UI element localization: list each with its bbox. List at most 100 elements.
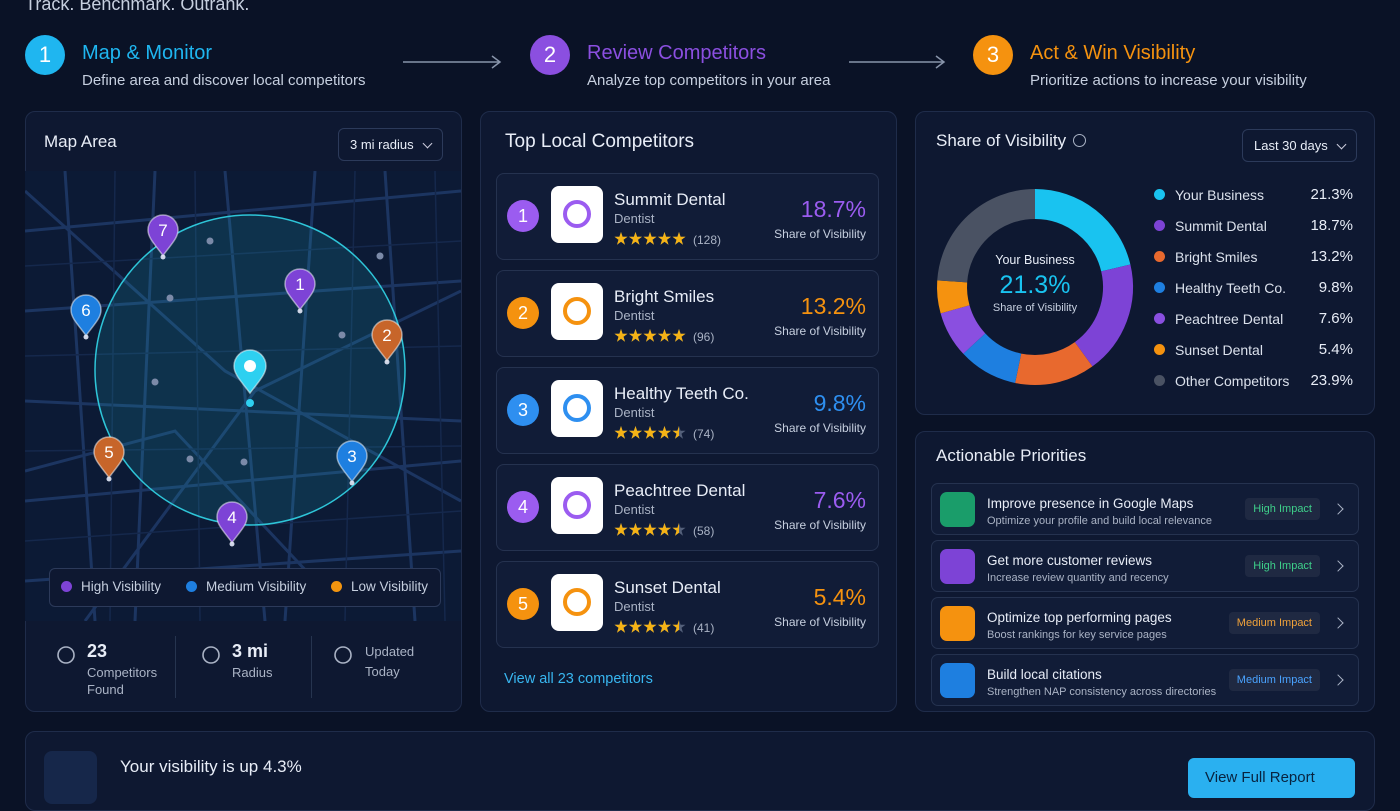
star-full bbox=[658, 329, 671, 342]
donut-segment bbox=[1034, 189, 1131, 272]
star bbox=[643, 523, 657, 536]
name: Peachtree Dental bbox=[614, 481, 746, 500]
legend-name: Healthy Teeth Co. bbox=[1175, 280, 1287, 296]
star bbox=[658, 329, 671, 342]
star bbox=[643, 232, 657, 245]
priority-row[interactable]: Get more customer reviews Increase review… bbox=[931, 540, 1359, 592]
priority-row[interactable]: Build local citations Strengthen NAP cons… bbox=[931, 654, 1359, 706]
stat-icon bbox=[334, 646, 352, 664]
panel-title: Top Local Competitors bbox=[505, 131, 695, 152]
star bbox=[643, 329, 657, 342]
star-full bbox=[614, 426, 628, 439]
donut-segment bbox=[1074, 264, 1133, 367]
street bbox=[25, 399, 461, 423]
pin-label: 4 bbox=[227, 508, 236, 527]
star-full bbox=[658, 426, 671, 439]
competitor-card: 3 Healthy Teeth Co. Dentist (74) 9.8% Share o… bbox=[496, 367, 879, 454]
map-pin bbox=[70, 294, 102, 337]
star-full bbox=[629, 426, 642, 439]
reviews: (58) bbox=[693, 524, 715, 538]
rank: 2 bbox=[507, 297, 539, 329]
pin-dot bbox=[384, 359, 390, 365]
logo bbox=[551, 186, 603, 243]
share-label: Share of Visibility bbox=[774, 324, 866, 338]
star-full bbox=[643, 329, 657, 342]
logo bbox=[551, 477, 603, 534]
legend-dot bbox=[1154, 344, 1165, 355]
share-label: Share of Visibility bbox=[774, 615, 866, 629]
logo-mark bbox=[563, 200, 591, 228]
center-name: Your Business bbox=[995, 253, 1074, 267]
priority-subtitle: Strengthen NAP consistency across direct… bbox=[987, 686, 1217, 698]
legend-dot bbox=[1154, 375, 1165, 386]
star-full bbox=[614, 232, 628, 245]
legend-dot bbox=[1154, 313, 1165, 324]
star-full bbox=[629, 523, 642, 536]
star bbox=[672, 329, 686, 342]
legend-dot bbox=[186, 581, 197, 592]
map-pin bbox=[93, 436, 125, 479]
street bbox=[434, 171, 446, 621]
pin-dot bbox=[349, 480, 355, 486]
map-pin bbox=[147, 214, 179, 257]
street bbox=[25, 189, 461, 503]
star-full bbox=[658, 232, 671, 245]
logo-art bbox=[563, 200, 591, 228]
step-number: 3 bbox=[973, 35, 1013, 75]
map-dot bbox=[186, 455, 194, 463]
legend-name: Your Business bbox=[1175, 187, 1264, 203]
map: 7 1 6 2 5 3 4 bbox=[25, 171, 461, 621]
icon bbox=[57, 646, 75, 664]
priority-title: Improve presence in Google Maps bbox=[987, 496, 1194, 511]
stat-value: Updated bbox=[365, 644, 415, 659]
stars bbox=[614, 523, 686, 536]
star bbox=[643, 620, 657, 633]
star bbox=[672, 620, 686, 633]
pin-label: 3 bbox=[347, 447, 356, 466]
chevron bbox=[1332, 674, 1344, 686]
step-number: 1 bbox=[25, 35, 65, 75]
map-dot bbox=[376, 252, 384, 260]
star bbox=[643, 426, 657, 439]
priority-subtitle: Boost rankings for key service pages bbox=[987, 629, 1167, 641]
star bbox=[614, 620, 628, 633]
panel-title: Map Area bbox=[44, 132, 117, 151]
impact-badge: High Impact bbox=[1245, 555, 1320, 577]
report-button[interactable]: View Full Report bbox=[1188, 758, 1355, 798]
street bbox=[25, 429, 327, 593]
legend-value: 5.4% bbox=[1318, 341, 1353, 358]
star-full bbox=[614, 329, 628, 342]
logo-art bbox=[563, 394, 591, 422]
star-full bbox=[672, 426, 679, 439]
legend-dot bbox=[61, 581, 72, 592]
stat-value: 23 bbox=[87, 641, 108, 661]
step-title: Map & Monitor bbox=[82, 42, 213, 64]
legend-label: High Visibility bbox=[81, 579, 162, 594]
legend-dot bbox=[1154, 220, 1165, 231]
priority-row[interactable]: Optimize top performing pages Boost ranki… bbox=[931, 597, 1359, 649]
share: 7.6% bbox=[813, 487, 866, 513]
divider bbox=[175, 636, 176, 698]
priority-title: Get more customer reviews bbox=[987, 553, 1153, 568]
legend-dot bbox=[1154, 282, 1165, 293]
chevron bbox=[1332, 617, 1344, 629]
banner-icon bbox=[44, 751, 97, 804]
priority-title: Build local citations bbox=[987, 667, 1102, 682]
map-legend bbox=[49, 568, 441, 607]
star bbox=[629, 426, 642, 439]
priority-row[interactable]: Improve presence in Google Maps Optimize … bbox=[931, 483, 1359, 535]
step-subtitle: Define area and discover local competito… bbox=[82, 72, 366, 89]
icon bbox=[202, 646, 220, 664]
pin-label: 5 bbox=[104, 443, 113, 462]
street bbox=[223, 171, 267, 621]
competitor-card: 4 Peachtree Dental Dentist (58) 7.6% Share of… bbox=[496, 464, 879, 551]
impact-badge: Medium Impact bbox=[1228, 669, 1320, 691]
star-full bbox=[629, 620, 642, 633]
type: Dentist bbox=[614, 502, 655, 517]
period-select: Last 30 days bbox=[1242, 129, 1357, 162]
legend-label: Low Visibility bbox=[351, 579, 429, 594]
link[interactable]: View all 23 competitors bbox=[504, 671, 653, 687]
logo-art bbox=[563, 297, 591, 325]
legend-dot bbox=[1154, 251, 1165, 262]
map-pin bbox=[336, 440, 368, 483]
